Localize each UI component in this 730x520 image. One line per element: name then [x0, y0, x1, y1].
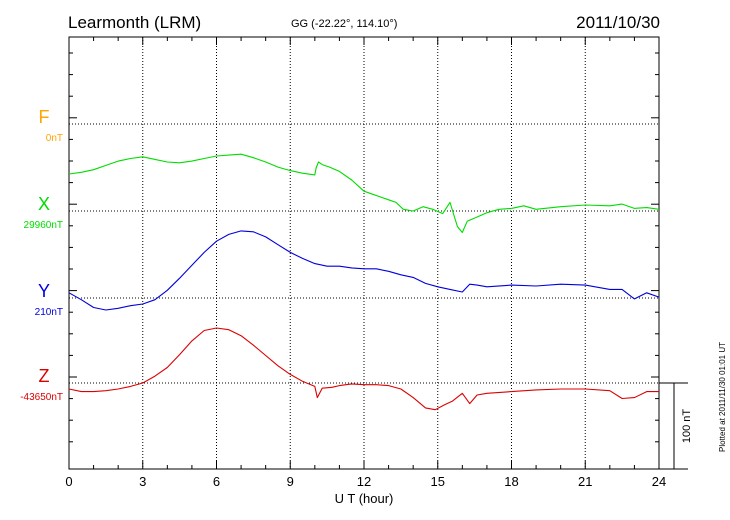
- coordinates-label: GG (-22.22°, 114.10°): [291, 18, 397, 30]
- station-title: Learmonth (LRM): [68, 13, 201, 32]
- series-labels: F 0nT X 29960nT Y 210nT Z -43650nT: [20, 107, 63, 403]
- x-tick-label: 6: [213, 474, 220, 489]
- scale-bar: 100 nT: [659, 382, 693, 470]
- series-y-name: Y: [38, 281, 50, 301]
- series-x-line: [68, 153, 660, 234]
- plotted-timestamp: Plotted at 2011/11/30 01:01 UT: [718, 342, 727, 452]
- x-axis-label: U T (hour): [335, 491, 394, 506]
- x-tick-label: 24: [652, 474, 666, 489]
- series-x-baseline: 29960nT: [24, 220, 63, 231]
- x-tick-labels: 0 3 6 9 12 15 18 21 24: [65, 474, 666, 489]
- axis-ticks: [68, 37, 660, 469]
- x-tick-label: 3: [139, 474, 146, 489]
- date-label: 2011/10/30: [576, 13, 660, 32]
- x-tick-label: 21: [578, 474, 592, 489]
- x-tick-label: 12: [357, 474, 371, 489]
- series-y-line: [68, 230, 660, 311]
- series-z-baseline: -43650nT: [20, 392, 63, 403]
- series-z-line: [68, 327, 659, 411]
- x-tick-label: 18: [504, 474, 518, 489]
- series-x-name: X: [38, 194, 50, 214]
- series-f-name: F: [39, 107, 50, 127]
- x-tick-label: 0: [65, 474, 72, 489]
- series-y-baseline: 210nT: [35, 307, 63, 318]
- x-tick-label: 15: [431, 474, 445, 489]
- scale-bar-label: 100 nT: [681, 409, 693, 444]
- series-f-baseline: 0nT: [46, 133, 63, 144]
- x-tick-label: 9: [287, 474, 294, 489]
- grid-lines: [69, 37, 659, 469]
- series-z-name: Z: [39, 366, 50, 386]
- series-lines: [68, 153, 660, 411]
